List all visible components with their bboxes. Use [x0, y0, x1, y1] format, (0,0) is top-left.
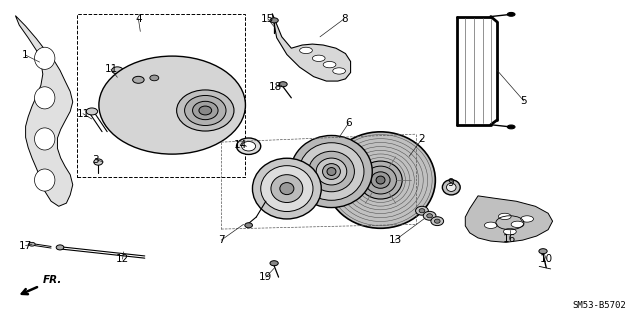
Ellipse shape — [199, 106, 212, 115]
Ellipse shape — [184, 95, 226, 125]
Ellipse shape — [111, 67, 123, 74]
Ellipse shape — [260, 166, 313, 211]
Ellipse shape — [35, 128, 55, 150]
Text: 13: 13 — [388, 235, 402, 245]
Ellipse shape — [376, 176, 385, 184]
Ellipse shape — [99, 56, 246, 154]
Text: 9: 9 — [447, 178, 454, 188]
Ellipse shape — [271, 175, 303, 203]
Ellipse shape — [86, 108, 98, 115]
Text: 5: 5 — [520, 96, 527, 106]
Polygon shape — [15, 16, 73, 206]
Text: 12: 12 — [116, 254, 129, 264]
Text: 8: 8 — [341, 14, 348, 24]
Text: 16: 16 — [503, 234, 516, 244]
Polygon shape — [272, 13, 351, 81]
Ellipse shape — [35, 47, 55, 69]
Circle shape — [300, 47, 312, 54]
Circle shape — [312, 55, 325, 62]
Ellipse shape — [291, 136, 372, 208]
Text: 3: 3 — [92, 154, 99, 165]
Ellipse shape — [177, 90, 234, 131]
Ellipse shape — [326, 132, 435, 228]
Ellipse shape — [308, 151, 355, 192]
Ellipse shape — [35, 169, 55, 191]
Ellipse shape — [365, 166, 396, 194]
Ellipse shape — [242, 141, 255, 151]
Ellipse shape — [56, 245, 64, 250]
Ellipse shape — [415, 206, 428, 215]
Ellipse shape — [316, 158, 347, 185]
Ellipse shape — [35, 87, 55, 109]
Text: 14: 14 — [234, 140, 247, 150]
Ellipse shape — [94, 159, 102, 165]
Ellipse shape — [237, 138, 260, 154]
Text: 2: 2 — [419, 134, 425, 144]
Ellipse shape — [270, 18, 278, 23]
Ellipse shape — [245, 223, 252, 228]
Text: 7: 7 — [218, 235, 225, 245]
Text: 11: 11 — [76, 109, 90, 119]
Ellipse shape — [280, 182, 294, 195]
Ellipse shape — [279, 82, 287, 87]
Ellipse shape — [270, 261, 278, 266]
Text: 15: 15 — [261, 14, 275, 24]
Text: 19: 19 — [259, 272, 273, 282]
Bar — [77, 14, 246, 177]
Circle shape — [504, 228, 516, 235]
Circle shape — [521, 216, 534, 222]
Ellipse shape — [371, 172, 390, 188]
Ellipse shape — [419, 209, 425, 213]
Ellipse shape — [29, 242, 35, 246]
Circle shape — [508, 125, 515, 129]
Circle shape — [511, 221, 524, 227]
Text: 6: 6 — [346, 118, 352, 128]
Circle shape — [508, 12, 515, 16]
Text: 18: 18 — [269, 82, 282, 93]
Ellipse shape — [423, 211, 436, 220]
Ellipse shape — [132, 76, 144, 83]
Ellipse shape — [435, 219, 440, 223]
Text: 17: 17 — [19, 241, 32, 250]
Ellipse shape — [299, 143, 364, 200]
Ellipse shape — [327, 167, 336, 175]
Text: 10: 10 — [540, 254, 553, 264]
Text: 1: 1 — [22, 50, 29, 60]
Ellipse shape — [427, 214, 433, 218]
Ellipse shape — [252, 158, 321, 219]
Ellipse shape — [447, 183, 456, 191]
Ellipse shape — [193, 101, 218, 120]
Circle shape — [484, 222, 497, 228]
Ellipse shape — [539, 249, 547, 254]
Circle shape — [323, 62, 336, 68]
Ellipse shape — [442, 180, 460, 195]
Text: 4: 4 — [135, 14, 141, 24]
Ellipse shape — [150, 75, 159, 81]
Text: FR.: FR. — [43, 275, 62, 285]
Text: SM53-B5702: SM53-B5702 — [572, 301, 626, 310]
Polygon shape — [465, 196, 552, 242]
Circle shape — [333, 68, 346, 74]
Text: 11: 11 — [104, 64, 118, 74]
Ellipse shape — [359, 161, 402, 199]
Circle shape — [499, 213, 511, 219]
Ellipse shape — [431, 217, 444, 226]
Ellipse shape — [323, 164, 340, 179]
